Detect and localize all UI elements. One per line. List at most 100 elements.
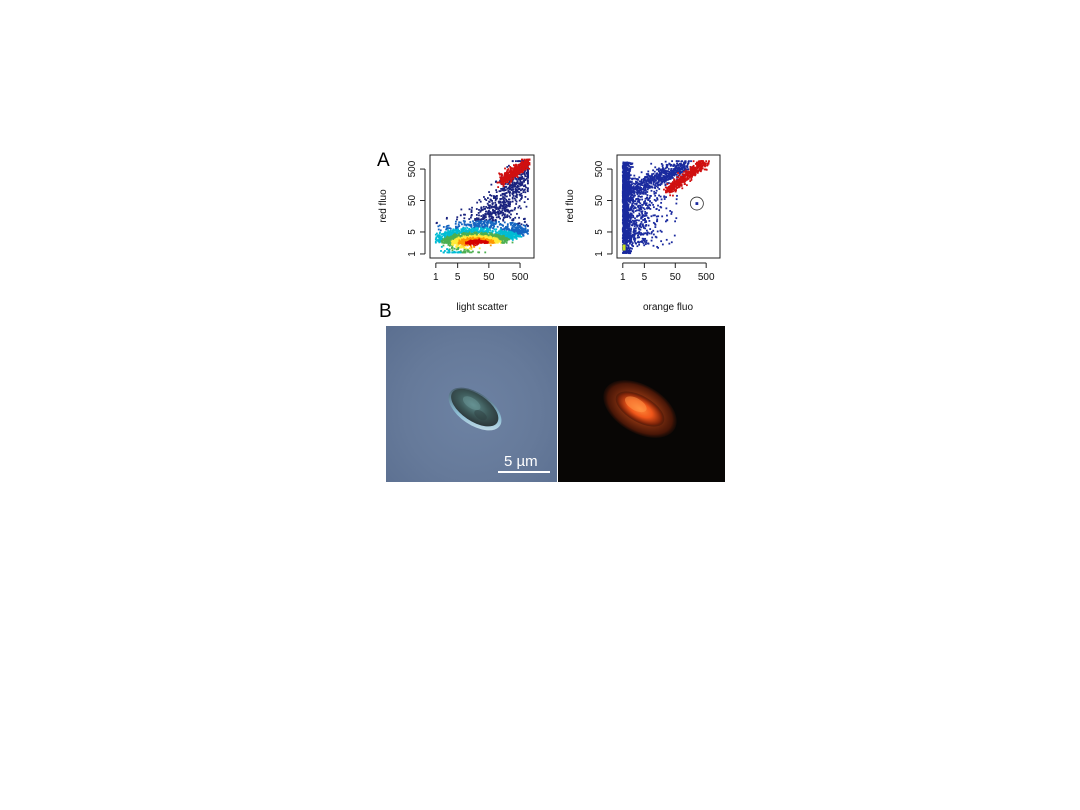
data-point	[449, 227, 452, 230]
data-point	[645, 204, 647, 206]
data-point	[645, 173, 648, 175]
data-point	[482, 216, 485, 218]
data-point	[518, 216, 520, 219]
data-point	[476, 229, 479, 232]
data-point	[526, 158, 529, 161]
data-point	[671, 160, 673, 163]
data-point	[623, 202, 626, 205]
data-point	[660, 180, 663, 183]
data-point	[633, 234, 636, 237]
data-point	[457, 247, 460, 249]
data-point	[517, 234, 519, 237]
data-point	[647, 216, 649, 219]
data-point	[651, 175, 653, 177]
data-point	[483, 230, 486, 233]
data-point	[507, 232, 509, 235]
data-point	[622, 250, 625, 253]
data-point	[626, 163, 629, 166]
data-point	[467, 231, 469, 234]
data-point	[650, 189, 653, 192]
data-point	[632, 187, 635, 189]
data-point	[627, 247, 630, 250]
data-point	[655, 179, 657, 182]
data-point	[629, 196, 632, 199]
data-point	[661, 181, 664, 184]
data-point	[622, 206, 625, 209]
data-point	[509, 178, 512, 181]
data-point	[645, 241, 648, 244]
data-point	[664, 175, 667, 178]
data-point	[638, 198, 641, 201]
data-point	[647, 183, 649, 186]
data-point	[686, 168, 688, 171]
data-point	[626, 184, 628, 186]
data-point	[482, 218, 485, 221]
data-point	[501, 235, 503, 238]
data-point	[664, 179, 667, 181]
data-point	[470, 228, 473, 231]
data-point	[621, 192, 624, 194]
data-point	[526, 168, 529, 171]
data-point	[658, 170, 661, 173]
data-point	[481, 228, 484, 231]
data-point	[461, 232, 463, 234]
data-point	[523, 201, 526, 204]
data-point	[447, 251, 450, 254]
data-point	[469, 251, 471, 254]
data-point	[515, 164, 518, 167]
y-tick-label: 5	[407, 229, 418, 235]
data-point	[622, 210, 625, 213]
data-point	[518, 228, 521, 231]
data-point	[512, 194, 515, 197]
panel-a-label: A	[377, 150, 390, 171]
data-point	[440, 250, 442, 252]
data-point	[643, 186, 645, 189]
data-point	[499, 233, 502, 235]
data-point	[624, 221, 627, 223]
data-point	[454, 242, 456, 245]
data-point	[627, 225, 629, 227]
data-point	[447, 249, 450, 252]
data-point	[525, 177, 528, 180]
data-point	[469, 221, 472, 223]
data-point	[508, 173, 511, 176]
data-point	[653, 176, 656, 179]
data-point	[446, 216, 448, 219]
data-point	[511, 167, 513, 170]
data-point	[660, 230, 663, 233]
data-point	[496, 211, 499, 214]
data-point	[622, 176, 624, 179]
data-point	[520, 232, 523, 235]
data-point	[661, 180, 664, 183]
data-point	[629, 237, 632, 240]
data-point	[483, 217, 486, 219]
data-point	[660, 198, 663, 201]
data-point	[658, 188, 661, 190]
data-point	[632, 222, 635, 225]
data-point	[625, 229, 628, 232]
data-point	[622, 186, 624, 189]
data-point	[524, 175, 527, 178]
data-point	[624, 170, 626, 173]
data-point	[448, 240, 451, 243]
data-point	[622, 234, 625, 237]
data-point	[474, 241, 477, 244]
data-point	[470, 225, 473, 227]
data-point	[484, 207, 487, 210]
data-point	[477, 217, 480, 220]
data-point	[632, 223, 634, 226]
data-point	[503, 236, 506, 239]
data-point	[485, 240, 488, 243]
data-point	[623, 220, 626, 223]
data-point	[528, 163, 531, 166]
data-point	[479, 210, 482, 212]
data-point	[524, 179, 527, 181]
data-point	[623, 170, 625, 173]
data-point	[526, 224, 529, 227]
data-point	[513, 208, 516, 211]
data-point	[640, 190, 643, 193]
data-point	[630, 208, 633, 211]
x-tick-label: 5	[455, 272, 461, 283]
data-point	[622, 211, 625, 214]
data-point	[676, 162, 678, 165]
